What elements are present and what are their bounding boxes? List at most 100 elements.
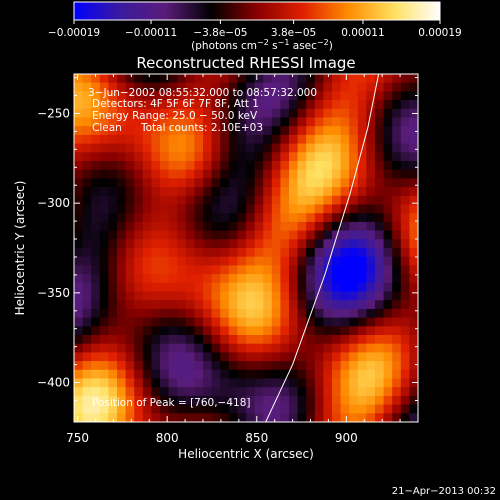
heatmap-cell <box>125 169 135 179</box>
heatmap-cell <box>160 352 170 362</box>
heatmap-cell <box>323 317 333 327</box>
heatmap-cell <box>323 300 333 310</box>
heatmap-cell <box>409 204 418 214</box>
heatmap-cell <box>194 387 204 397</box>
heatmap-cell <box>151 343 161 353</box>
heatmap-cell <box>203 161 213 171</box>
heatmap-cell <box>168 378 178 388</box>
heatmap-cell <box>280 239 290 249</box>
heatmap-cell <box>280 108 290 119</box>
heatmap-cell <box>177 100 187 110</box>
heatmap-cell <box>160 204 170 214</box>
heatmap-cell <box>409 91 418 101</box>
heatmap-cell <box>211 352 221 362</box>
heatmap-cell <box>117 239 127 249</box>
heatmap-cell <box>323 404 333 414</box>
heatmap-cell <box>220 195 230 206</box>
heatmap-cell <box>263 213 273 223</box>
heatmap-cell <box>357 291 367 301</box>
heatmap-cell <box>142 221 152 232</box>
heatmap-cell <box>366 178 376 188</box>
heatmap-cell <box>349 230 359 240</box>
heatmap-cell <box>168 343 178 353</box>
heatmap-cell <box>254 74 264 84</box>
heatmap-cell <box>228 143 238 153</box>
heatmap-cell <box>263 152 273 162</box>
heatmap-cell <box>297 100 307 110</box>
heatmap-cell <box>185 265 195 275</box>
heatmap-cell <box>228 378 238 388</box>
heatmap-cell <box>228 230 238 240</box>
heatmap-cell <box>280 274 290 284</box>
heatmap-cell <box>289 256 299 266</box>
heatmap-cell <box>177 117 187 127</box>
heatmap-cell <box>392 335 402 345</box>
heatmap-cell <box>340 361 350 371</box>
heatmap-cell <box>340 91 350 101</box>
heatmap-cell <box>392 291 402 301</box>
heatmap-cell <box>91 161 101 171</box>
heatmap-cell <box>74 308 84 319</box>
heatmap-cell <box>125 387 135 397</box>
heatmap-cell <box>177 343 187 353</box>
heatmap-cell <box>134 265 144 275</box>
heatmap-cell <box>297 134 307 145</box>
heatmap-cell <box>228 152 238 162</box>
heatmap-cell <box>177 126 187 136</box>
heatmap-cell <box>383 126 393 136</box>
heatmap-cell <box>297 74 307 84</box>
heatmap-cell <box>220 117 230 127</box>
heatmap-cell <box>383 282 393 293</box>
heatmap-cell <box>134 178 144 188</box>
heatmap-cell <box>263 308 273 319</box>
heatmap-cell <box>134 317 144 327</box>
heatmap-cell <box>74 126 84 136</box>
heatmap-cell <box>117 274 127 284</box>
heatmap-cell <box>289 248 299 258</box>
heatmap-cell <box>125 248 135 258</box>
heatmap-cell <box>177 265 187 275</box>
heatmap-cell <box>254 248 264 258</box>
heatmap-cell <box>306 221 316 232</box>
heatmap-cell <box>289 274 299 284</box>
heatmap-cell <box>392 369 402 380</box>
heatmap-cell <box>220 282 230 293</box>
heatmap-cell <box>185 352 195 362</box>
heatmap-cell <box>271 369 281 380</box>
heatmap-cell <box>366 169 376 179</box>
heatmap-cell <box>185 395 195 406</box>
heatmap-cell <box>177 195 187 206</box>
heatmap-cell <box>194 308 204 319</box>
heatmap-cell <box>254 169 264 179</box>
heatmap-cell <box>99 204 109 214</box>
heatmap-cell <box>349 74 359 84</box>
heatmap-cell <box>237 308 247 319</box>
heatmap-cell <box>125 274 135 284</box>
heatmap-cell <box>246 82 256 92</box>
heatmap-cell <box>74 134 84 145</box>
heatmap-cell <box>254 361 264 371</box>
heatmap-cell <box>349 274 359 284</box>
heatmap-cell <box>357 300 367 310</box>
heatmap-cell <box>108 108 118 119</box>
heatmap-cell <box>246 308 256 319</box>
heatmap-cell <box>168 204 178 214</box>
heatmap-cell <box>134 204 144 214</box>
heatmap-cell <box>246 187 256 197</box>
heatmap-cell <box>314 404 324 414</box>
heatmap-cell <box>349 187 359 197</box>
heatmap-cell <box>74 369 84 380</box>
heatmap-cell <box>349 213 359 223</box>
heatmap-cell <box>349 335 359 345</box>
heatmap-cell <box>142 100 152 110</box>
heatmap-cell <box>400 326 410 336</box>
heatmap-cell <box>280 369 290 380</box>
heatmap-cell <box>211 100 221 110</box>
heatmap-cell <box>220 413 230 422</box>
heatmap-cell <box>271 195 281 206</box>
heatmap-cell <box>168 308 178 319</box>
heatmap-cell <box>357 134 367 145</box>
heatmap-cell <box>194 117 204 127</box>
heatmap-cell <box>349 317 359 327</box>
heatmap-cell <box>314 239 324 249</box>
